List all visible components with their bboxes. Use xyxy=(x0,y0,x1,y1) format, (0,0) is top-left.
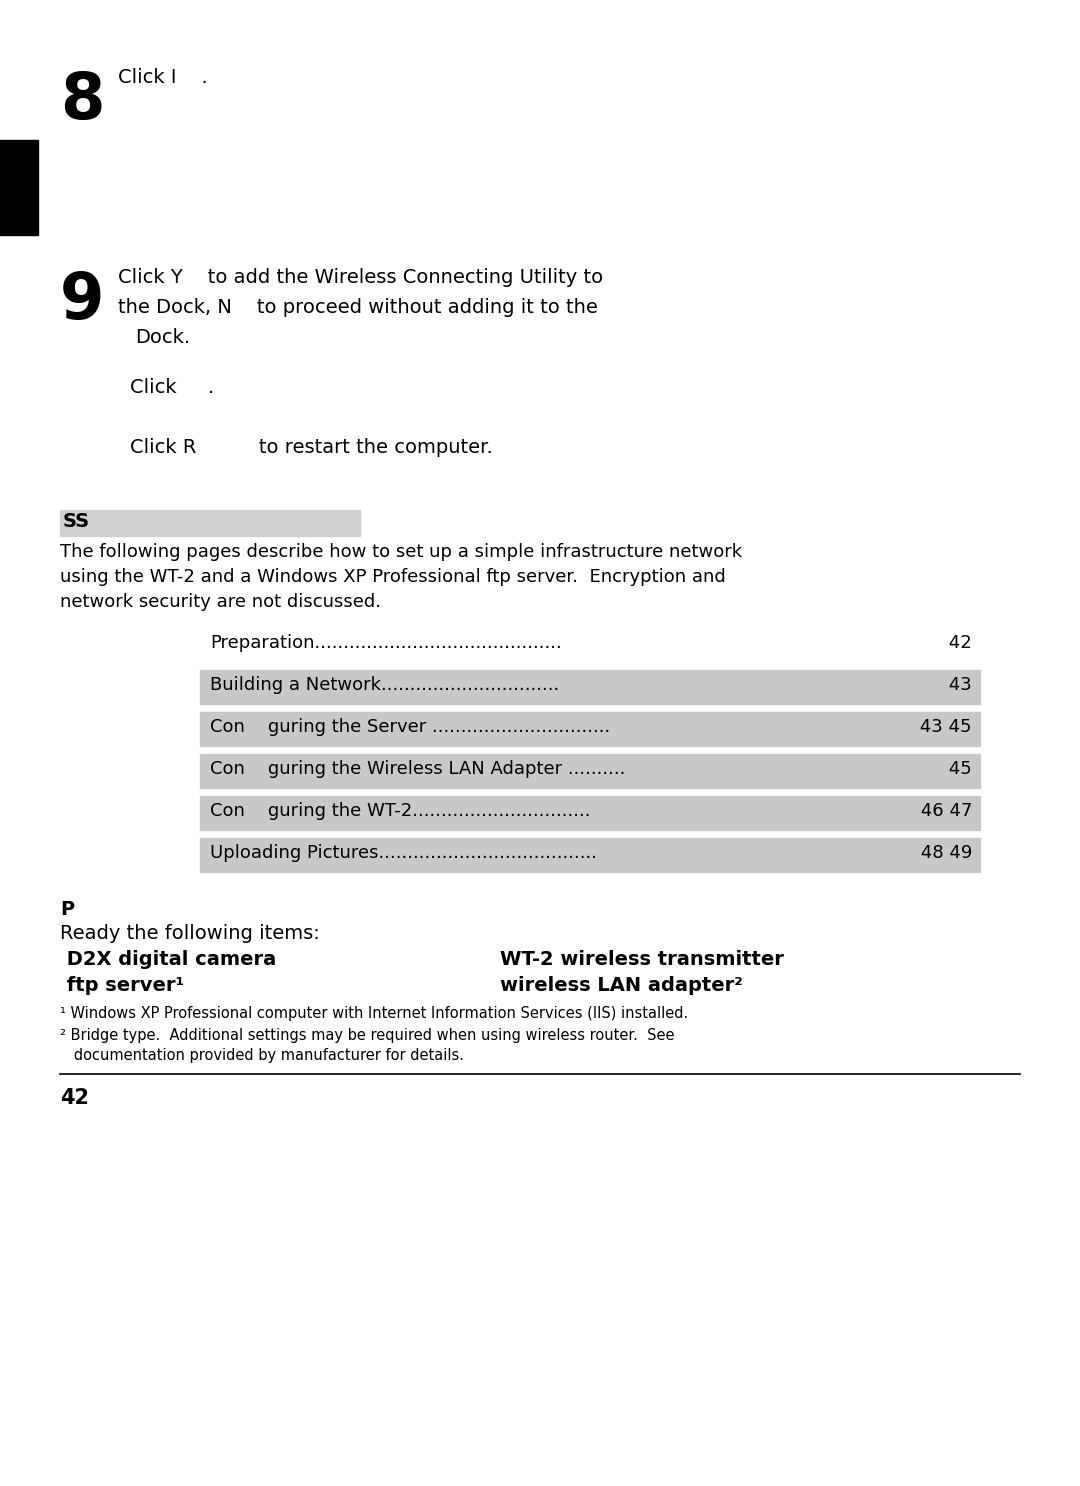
Text: Click R          to restart the computer.: Click R to restart the computer. xyxy=(130,438,492,458)
Text: ¹ Windows XP Professional computer with Internet Information Services (IIS) inst: ¹ Windows XP Professional computer with … xyxy=(60,1006,688,1021)
Bar xyxy=(200,753,980,788)
Text: ftp server¹: ftp server¹ xyxy=(60,976,184,996)
Text: Preparation...........................................: Preparation.............................… xyxy=(210,635,562,652)
Text: 43 45: 43 45 xyxy=(915,718,972,736)
Bar xyxy=(200,838,980,872)
Text: WT-2 wireless transmitter: WT-2 wireless transmitter xyxy=(500,950,784,969)
Text: Click Y    to add the Wireless Connecting Utility to: Click Y to add the Wireless Connecting U… xyxy=(118,267,603,287)
Text: Uploading Pictures......................................: Uploading Pictures......................… xyxy=(210,844,597,862)
Text: 8: 8 xyxy=(60,70,105,132)
Text: Dock.: Dock. xyxy=(135,328,190,348)
Text: Con    guring the Server ...............................: Con guring the Server ..................… xyxy=(210,718,610,736)
Text: Ready the following items:: Ready the following items: xyxy=(60,924,320,944)
Bar xyxy=(0,140,38,235)
Text: D2X digital camera: D2X digital camera xyxy=(60,950,276,969)
Text: Con    guring the WT-2...............................: Con guring the WT-2.....................… xyxy=(210,802,591,820)
Text: The following pages describe how to set up a simple infrastructure network: The following pages describe how to set … xyxy=(60,542,742,562)
Text: 42: 42 xyxy=(60,1088,89,1109)
Text: documentation provided by manufacturer for details.: documentation provided by manufacturer f… xyxy=(60,1048,464,1062)
Text: 48 49: 48 49 xyxy=(915,844,972,862)
Text: ² Bridge type.  Additional settings may be required when using wireless router. : ² Bridge type. Additional settings may b… xyxy=(60,1028,675,1043)
Text: Click I    .: Click I . xyxy=(118,68,207,88)
Text: SS: SS xyxy=(63,513,90,531)
Bar xyxy=(200,796,980,831)
Bar xyxy=(200,712,980,746)
Text: network security are not discussed.: network security are not discussed. xyxy=(60,593,381,611)
Text: 46 47: 46 47 xyxy=(915,802,972,820)
Text: Con    guring the Wireless LAN Adapter ..........: Con guring the Wireless LAN Adapter ....… xyxy=(210,759,625,779)
Text: 42: 42 xyxy=(943,635,972,652)
Bar xyxy=(60,510,360,536)
Text: Building a Network...............................: Building a Network......................… xyxy=(210,676,559,694)
Text: P: P xyxy=(60,901,75,918)
Text: 43: 43 xyxy=(943,676,972,694)
Text: 9: 9 xyxy=(60,270,105,331)
Text: using the WT-2 and a Windows XP Professional ftp server.  Encryption and: using the WT-2 and a Windows XP Professi… xyxy=(60,568,726,585)
Text: 45: 45 xyxy=(943,759,972,779)
Text: Click     .: Click . xyxy=(130,377,214,397)
Text: wireless LAN adapter²: wireless LAN adapter² xyxy=(500,976,743,996)
Bar xyxy=(200,670,980,704)
Text: the Dock, N    to proceed without adding it to the: the Dock, N to proceed without adding it… xyxy=(118,299,598,317)
